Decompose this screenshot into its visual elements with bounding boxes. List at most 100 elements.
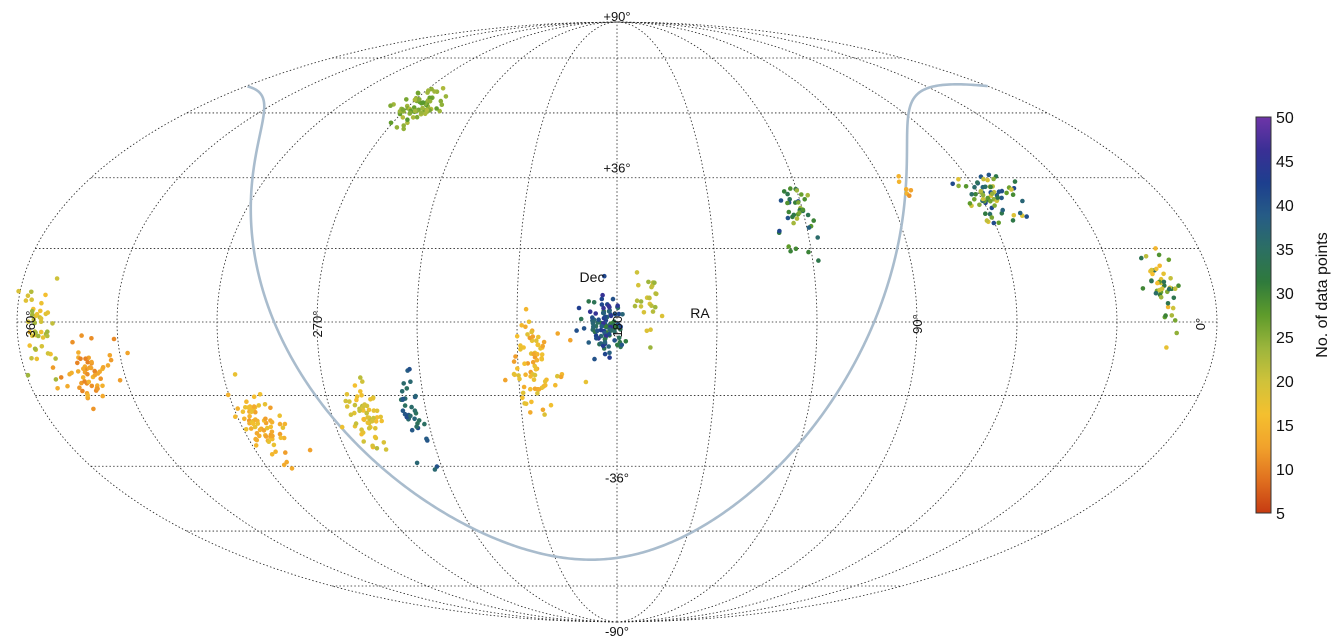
data-point [513,354,518,359]
data-point [956,177,961,182]
data-point [95,386,100,392]
data-point [519,323,524,328]
data-point [263,434,269,439]
colorbar-tick-label: 20 [1276,374,1294,391]
data-point [348,412,354,418]
data-point [1017,210,1023,216]
data-point [34,356,40,362]
data-point [967,201,973,206]
data-point [347,399,352,404]
data-point [581,326,587,331]
data-point [82,379,87,384]
data-point [378,414,384,420]
data-point [283,450,288,455]
data-point [268,424,274,430]
data-point [799,192,804,197]
ra-tick-label: 90° [910,314,925,334]
data-point [534,357,540,363]
data-point [432,467,438,472]
data-point [388,103,393,108]
data-point [45,329,50,335]
ra-tick-label: 180° [610,311,625,338]
data-point [31,317,37,323]
data-point [1158,295,1164,300]
data-point [108,357,114,363]
data-point [785,215,791,221]
data-point [607,355,612,360]
data-point [374,446,380,451]
data-point [587,309,593,315]
data-point [596,317,601,323]
data-point [523,306,529,312]
data-point [620,312,625,317]
data-point [240,409,246,415]
data-point [623,339,629,344]
data-point [86,379,92,385]
data-point [404,97,409,102]
data-point [644,328,650,334]
data-point [253,443,259,448]
data-point [412,416,417,422]
data-point [521,384,527,390]
data-point [520,395,525,401]
data-point [353,421,359,426]
data-point [641,310,647,315]
data-point [427,99,433,104]
data-point [978,188,984,194]
data-point [989,191,995,197]
data-point [284,459,290,465]
data-point [514,334,520,339]
data-point [529,329,534,335]
data-point [404,386,410,391]
data-point [55,386,60,391]
data-point [1170,305,1176,311]
data-point [53,377,59,382]
data-point [598,327,604,333]
data-point [956,183,961,189]
data-point [69,370,74,376]
data-point [54,276,60,281]
data-point [369,419,375,424]
data-point [515,366,520,371]
data-point [70,339,75,345]
data-point [50,365,56,370]
data-point [540,407,546,413]
data-point [344,392,350,397]
data-point [811,218,816,223]
data-point [616,311,622,317]
data-point [539,356,545,362]
data-point [65,383,70,389]
data-point [253,409,258,415]
dec-tick-label: +90° [603,9,630,24]
data-point [1153,246,1158,251]
data-point [252,424,258,430]
data-point [542,379,548,384]
data-point [632,303,638,309]
data-point [400,408,406,414]
data-point [523,372,528,378]
data-point [995,195,1000,200]
data-point [282,421,288,427]
data-point [75,369,81,374]
data-point [908,188,914,193]
data-point [601,305,606,311]
data-point [950,181,955,187]
data-point [365,420,371,426]
data-point [786,209,792,215]
data-point [25,293,31,299]
data-point [75,360,80,366]
data-point [361,439,367,444]
data-point [374,415,380,420]
data-point [88,365,94,371]
data-point [969,192,974,197]
data-point [1161,279,1167,285]
data-point [532,363,537,369]
data-point [253,436,258,442]
data-point [528,410,533,415]
data-point [816,258,821,263]
data-point [786,244,791,249]
data-point [788,248,793,254]
data-point [543,382,548,388]
data-point [361,417,366,422]
data-point [601,310,607,316]
